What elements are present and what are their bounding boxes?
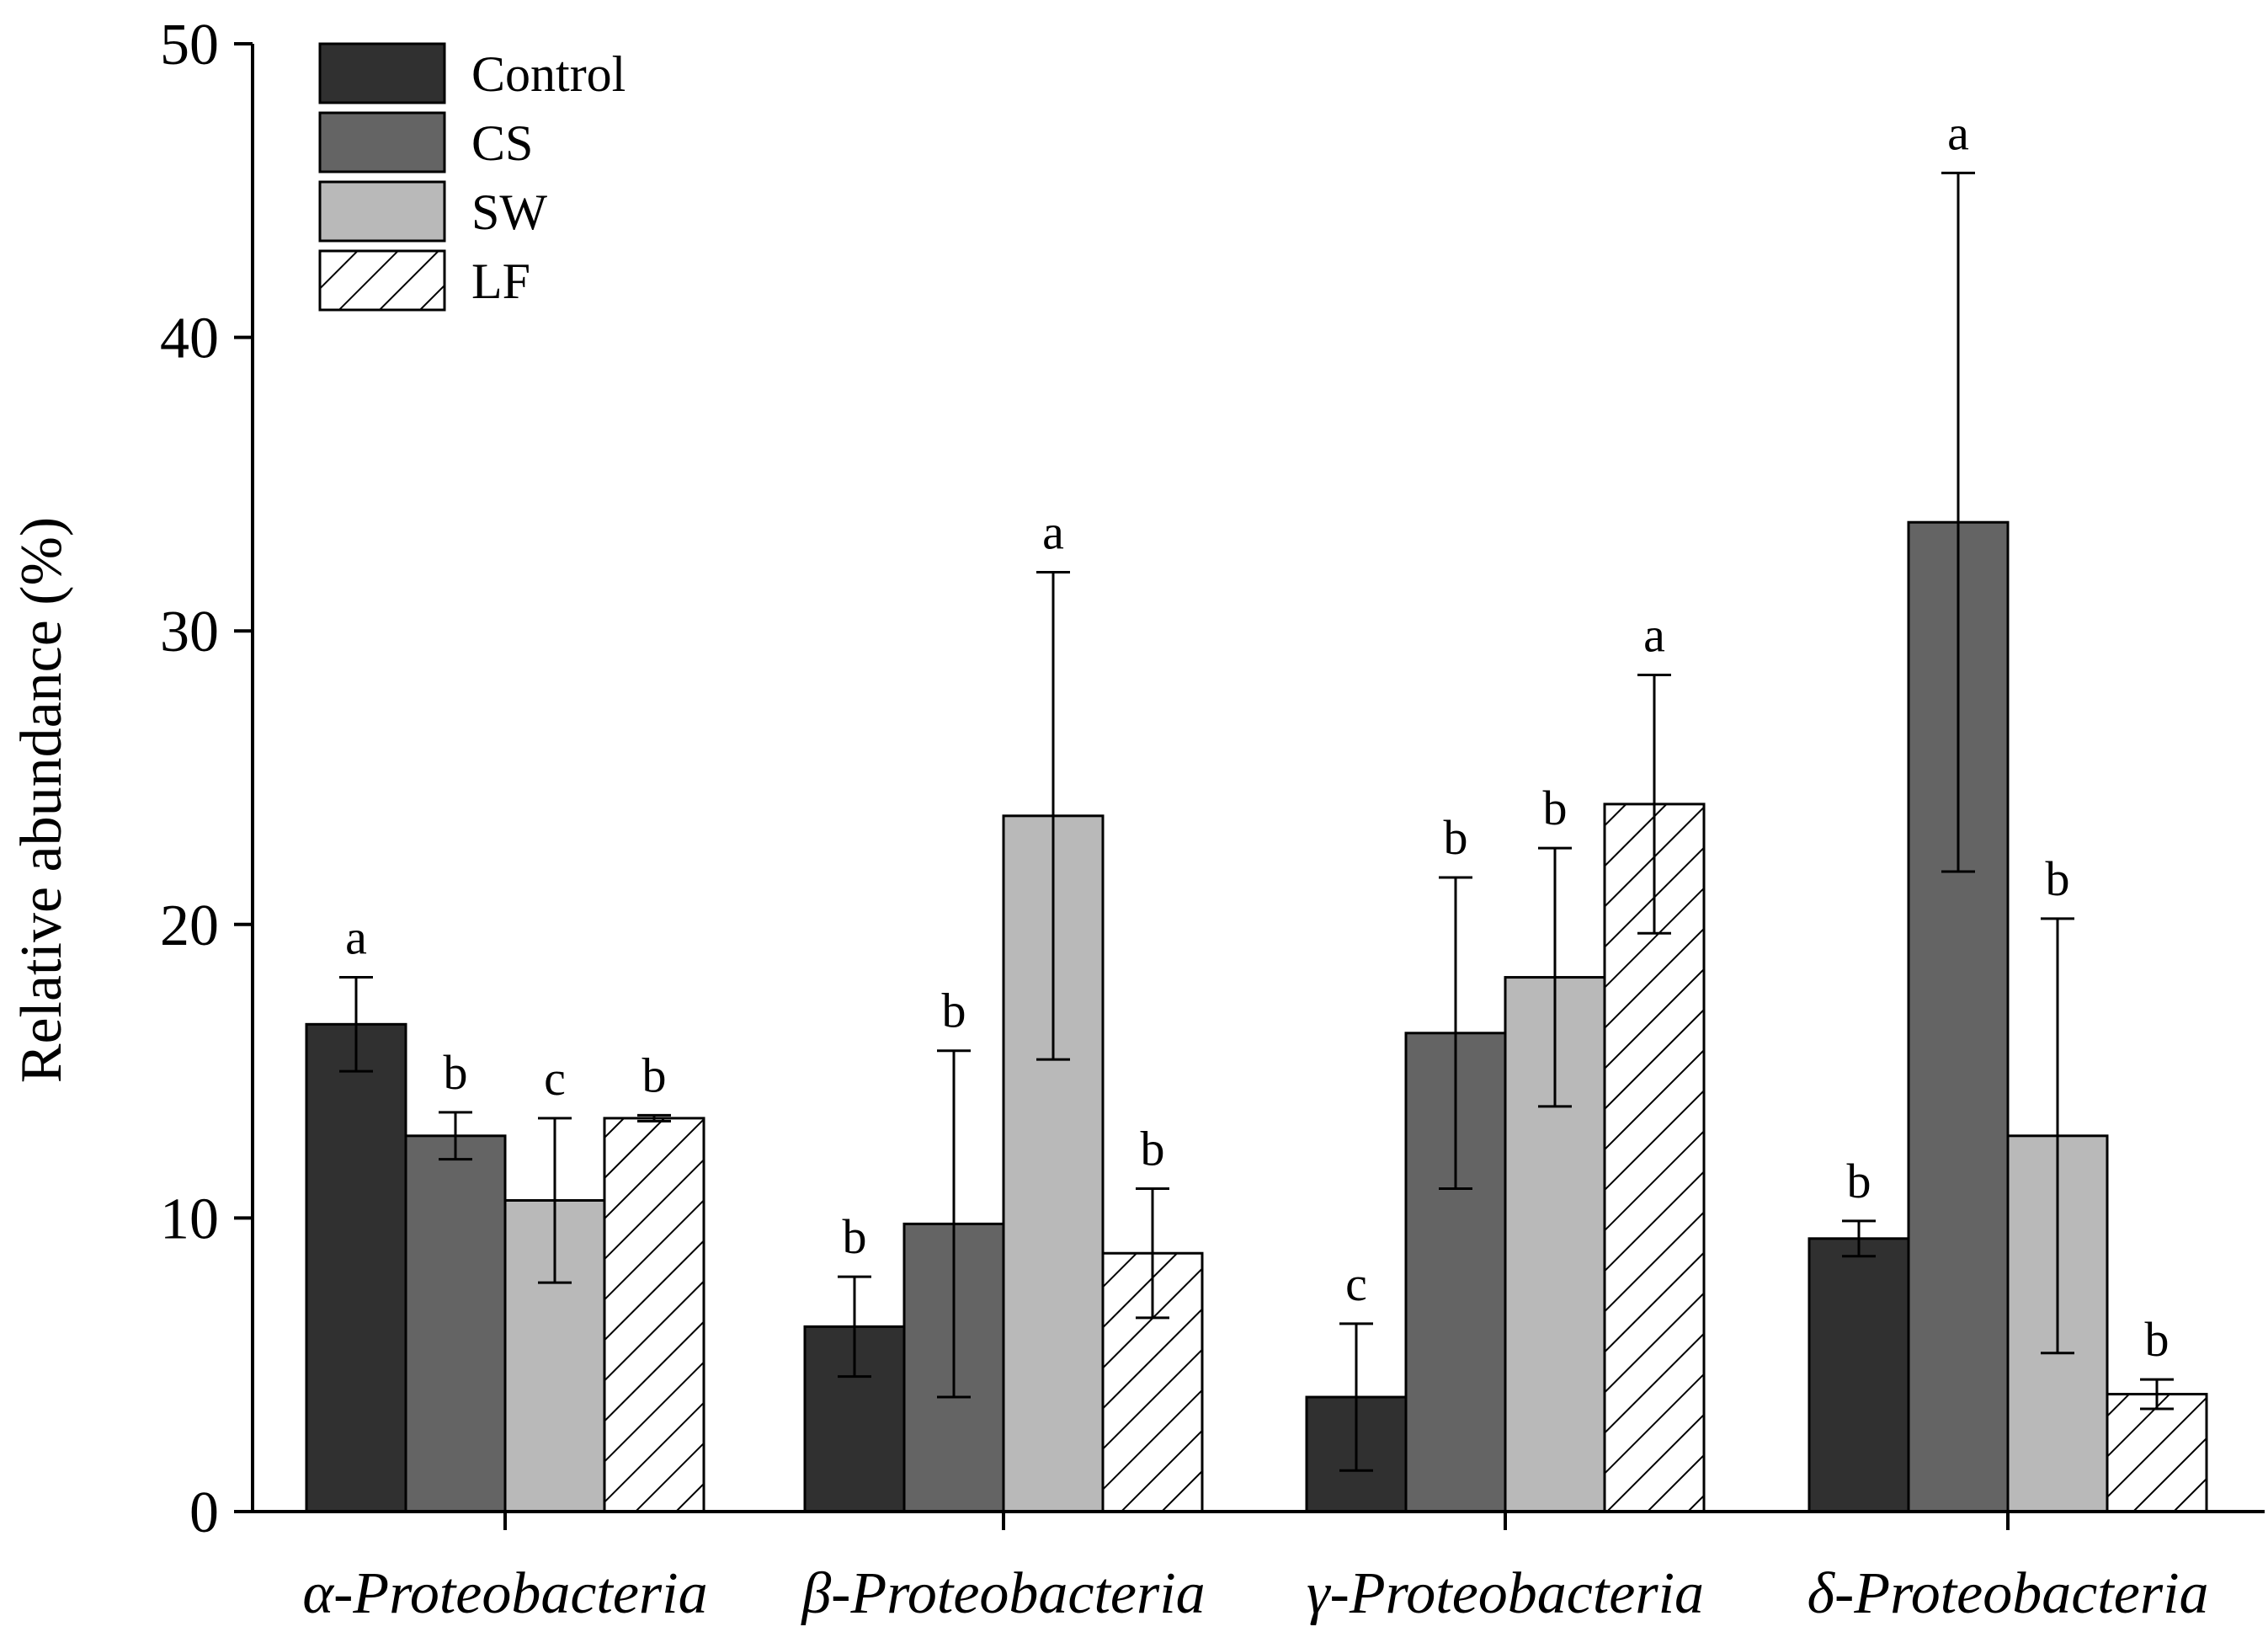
legend-label-sw: SW [471, 184, 547, 240]
bar-control [305, 1022, 407, 1513]
x-category-label: γ-Proteobacteria [1307, 1561, 1704, 1626]
legend-swatch-lf [318, 249, 446, 312]
y-ticks-group: 0 10 20 30 40 50 [160, 13, 253, 1545]
x-category-label: β-Proteobacteria [800, 1561, 1205, 1626]
error-bars-group [339, 171, 2174, 1472]
significance-letter: a [1643, 607, 1665, 662]
significance-letter: c [544, 1051, 566, 1106]
legend-swatch-control [318, 42, 446, 104]
x-ticks-group: α-Proteobacteria β-Proteobacteria γ-Proteo… [302, 1512, 2209, 1626]
y-tick-label: 10 [160, 1187, 219, 1251]
x-category-label: δ-Proteobacteria [1807, 1561, 2208, 1626]
significance-letter: b [1543, 781, 1568, 835]
significance-letter: b [1444, 810, 1468, 865]
y-axis-title: Relative abundance (%) [9, 517, 74, 1083]
bar-lf [2106, 1393, 2208, 1513]
significance-letters-group: a b c b b b b a c a b b b b a b [345, 105, 2169, 1367]
significance-letter: a [345, 910, 367, 965]
significance-letter: b [1141, 1122, 1165, 1176]
y-tick-label: 20 [160, 893, 219, 958]
bars-group [305, 520, 2208, 1513]
significance-letter: a [1947, 105, 1969, 160]
significance-letter: b [2145, 1312, 2170, 1367]
significance-letter: c [1345, 1256, 1367, 1311]
legend-swatch-sw [318, 180, 446, 243]
y-tick-label: 30 [160, 600, 219, 664]
legend-label-lf: LF [471, 253, 530, 309]
bar-lf [603, 1117, 705, 1513]
y-tick-label: 40 [160, 307, 219, 371]
y-tick-label: 0 [189, 1480, 219, 1545]
significance-letter: b [444, 1045, 468, 1100]
significance-letter: b [942, 984, 966, 1038]
x-category-label: α-Proteobacteria [302, 1561, 707, 1626]
significance-letter: b [642, 1048, 667, 1102]
significance-letter: b [1847, 1154, 1871, 1208]
significance-letter: b [2046, 851, 2070, 906]
legend-label-cs: CS [471, 115, 533, 171]
significance-letter: b [843, 1209, 867, 1264]
legend-swatch-cs [318, 111, 446, 173]
axes [251, 44, 2265, 1513]
y-tick-label: 50 [160, 13, 219, 77]
legend-label-control: Control [471, 46, 626, 102]
significance-letter: a [1042, 504, 1064, 559]
bar-control [1807, 1237, 1910, 1513]
bar-cs [404, 1134, 507, 1513]
legend: Control CS SW LF [318, 42, 626, 312]
